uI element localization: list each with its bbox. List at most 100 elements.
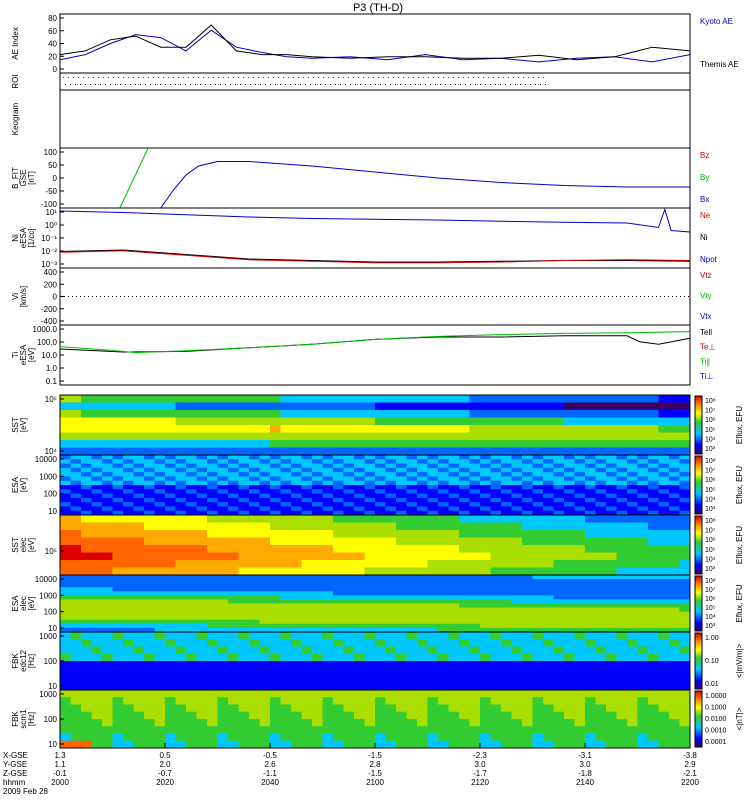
colorbar-tick: 10⁶ <box>705 417 716 424</box>
roi-tick <box>480 84 481 85</box>
roi-tick <box>400 84 401 85</box>
legend-entry: Ti⊥ <box>700 372 713 381</box>
roi-tick <box>298 77 299 78</box>
roi-tick <box>200 84 201 85</box>
ephemeris-label: hhmm <box>3 778 26 787</box>
roi-tick <box>80 84 81 85</box>
colorbar-tick: 10⁷ <box>705 468 716 475</box>
colorbar-tick: 10⁴ <box>705 496 716 503</box>
ephemeris-value: -0.7 <box>158 769 172 778</box>
roi-tick <box>120 84 121 85</box>
roi-tick <box>448 77 449 78</box>
colorbar-tick: 10⁷ <box>705 408 716 415</box>
roi-tick <box>430 84 431 85</box>
roi-tick <box>143 77 144 78</box>
roi-tick <box>505 84 506 85</box>
roi-tick <box>100 84 101 85</box>
roi-tick <box>155 84 156 85</box>
roi-tick <box>355 84 356 85</box>
ephemeris-value: 2040 <box>261 778 279 787</box>
ephemeris-value: -0.5 <box>263 751 277 760</box>
y-tick-label: 1000 <box>39 472 57 481</box>
roi-tick <box>275 84 276 85</box>
roi-tick <box>168 77 169 78</box>
roi-tick <box>463 77 464 78</box>
roi-tick <box>225 84 226 85</box>
roi-tick <box>265 84 266 85</box>
colorbar-tick: 10³ <box>705 566 716 573</box>
roi-tick <box>170 84 171 85</box>
legend-entry: Kyoto AE <box>700 17 733 26</box>
y-tick-label: 1000 <box>39 632 57 641</box>
roi-tick <box>180 84 181 85</box>
roi-tick <box>535 84 536 85</box>
roi-tick <box>468 77 469 78</box>
roi-tick <box>458 77 459 78</box>
roi-tick <box>475 84 476 85</box>
series-line <box>59 335 691 353</box>
roi-tick <box>268 77 269 78</box>
panel-bfit: B_FITGSE[nT] 100 50 0 -50 -100 Bz By Bx <box>11 147 709 209</box>
y-tick-label: 10⁴ <box>45 447 58 456</box>
roi-tick <box>188 77 189 78</box>
ephemeris-value: -1.8 <box>578 769 592 778</box>
y-tick-label: 100 <box>44 148 58 157</box>
panel-ylabel: ROI <box>11 74 20 88</box>
panel-frame <box>59 267 691 326</box>
roi-tick <box>295 84 296 85</box>
roi-tick <box>335 84 336 85</box>
colorbar-tick: 0.10 <box>705 658 719 665</box>
roi-tick <box>183 77 184 78</box>
roi-tick <box>415 84 416 85</box>
roi-tick <box>530 84 531 85</box>
colorbar <box>694 455 703 515</box>
y-tick-label: 10⁻³ <box>41 260 57 269</box>
roi-tick <box>73 77 74 78</box>
roi-tick <box>315 84 316 85</box>
roi-tick <box>68 77 69 78</box>
panel-ylabel: ESA[eV] <box>11 476 28 493</box>
ephemeris-value: -1.5 <box>368 751 382 760</box>
panel-esa1: ESA[eV] 10000 1000 100 10 10⁸ 10⁷ 10⁶ 10⁵ 10⁴ 10³ E… <box>11 454 744 516</box>
roi-tick <box>470 84 471 85</box>
colorbar <box>694 515 703 575</box>
panel-ylabel: ESAelec[eV] <box>11 595 36 612</box>
roi-tick <box>503 77 504 78</box>
roi-tick <box>388 77 389 78</box>
legend-entry: Ne <box>700 211 711 220</box>
colorbar-tick: 10⁴ <box>705 556 716 563</box>
panel-frame <box>59 89 691 149</box>
y-tick-label: 1000 <box>39 591 57 600</box>
ephemeris-value: 2.8 <box>369 760 381 769</box>
panel-frame <box>59 13 691 74</box>
roi-tick <box>490 84 491 85</box>
roi-tick <box>173 77 174 78</box>
ephemeris-value: -2.1 <box>683 769 697 778</box>
y-tick-label: -100 <box>41 200 58 209</box>
panel-ylabel: Keogram <box>11 102 20 135</box>
roi-tick <box>253 77 254 78</box>
y-tick-label: 20 <box>48 52 57 61</box>
colorbar-tick: 10⁷ <box>705 528 716 535</box>
y-tick-label: 60 <box>48 27 57 36</box>
colorbar-label: Eflux, EFU <box>735 466 744 504</box>
roi-tick <box>485 84 486 85</box>
colorbar-tick: 10⁴ <box>705 614 716 621</box>
roi-tick <box>390 84 391 85</box>
roi-tick <box>195 84 196 85</box>
y-tick-label: 100 <box>44 608 58 617</box>
y-tick-label: 40 <box>48 40 57 49</box>
series-line <box>59 29 691 63</box>
ephemeris-value: 2120 <box>471 778 489 787</box>
y-tick-label: 10000 <box>35 575 58 584</box>
panel-fbk2: FBKscm1[Hz] 1000 100 10 1.0000 0.1000 0.0100 0.… <box>11 689 744 749</box>
roi-tick <box>525 84 526 85</box>
roi-tick <box>165 84 166 85</box>
y-tick-label: 200 <box>44 280 58 289</box>
roi-tick <box>338 77 339 78</box>
roi-tick <box>413 77 414 78</box>
roi-tick <box>290 84 291 85</box>
colorbar <box>694 690 703 748</box>
ephemeris-value: 0.5 <box>159 751 171 760</box>
ephemeris-value: 3.0 <box>474 760 486 769</box>
